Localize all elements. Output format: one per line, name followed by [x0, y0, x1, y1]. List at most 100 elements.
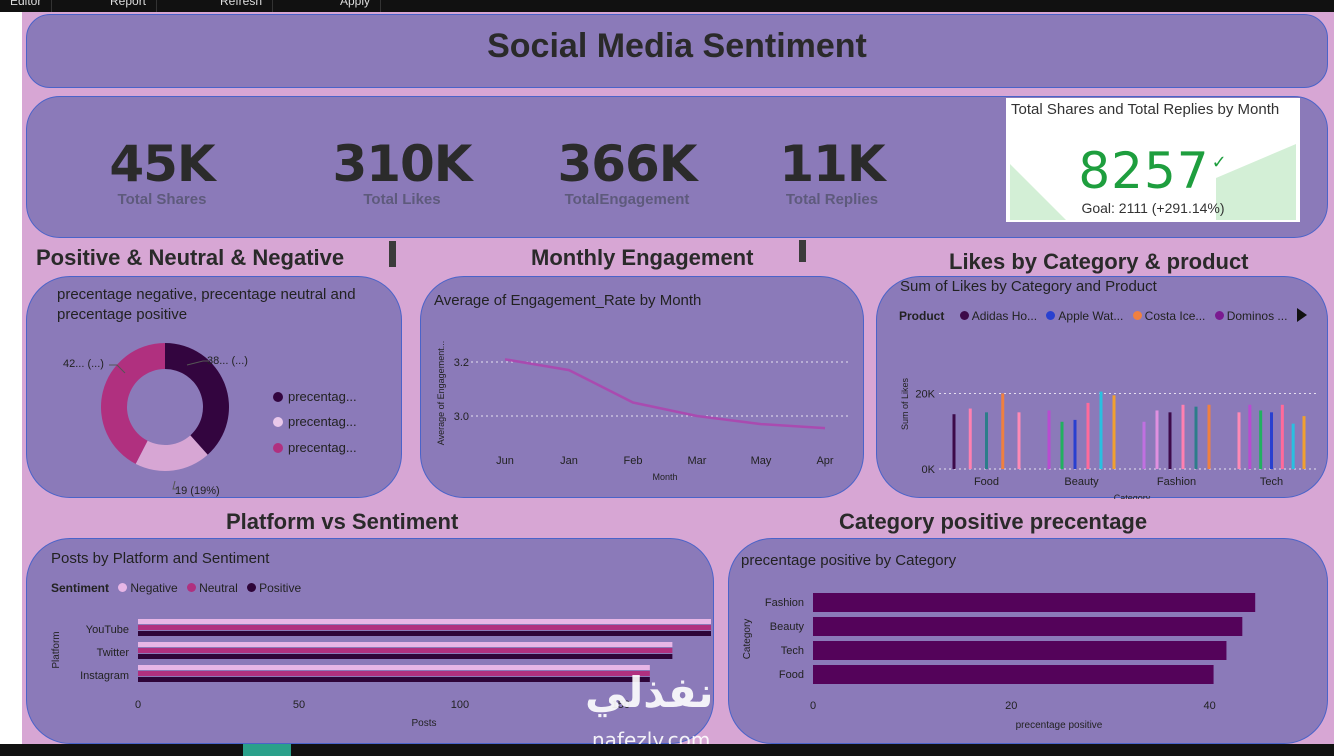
- x-tick-label: Mar: [688, 455, 707, 467]
- likes-bar[interactable]: [1259, 410, 1263, 469]
- x-tick-label: Tech: [1260, 476, 1283, 488]
- x-tick-label: Beauty: [1064, 476, 1099, 488]
- likes-chart-card[interactable]: Sum of Likes by Category and Product Pro…: [876, 276, 1328, 499]
- likes-bar[interactable]: [985, 412, 988, 469]
- goal-kpi-card[interactable]: Total Shares and Total Replies by Month …: [1006, 98, 1300, 222]
- x-axis-title: Month: [652, 472, 677, 482]
- likes-bar[interactable]: [968, 408, 972, 469]
- likes-bar[interactable]: [1270, 412, 1273, 469]
- likes-bar[interactable]: [1017, 412, 1021, 469]
- likes-bar[interactable]: [1248, 404, 1252, 469]
- active-page-tab[interactable]: [243, 744, 291, 756]
- legend-item[interactable]: precentag...: [273, 440, 357, 455]
- y-axis-title: Platform: [51, 631, 62, 668]
- likes-bar[interactable]: [1194, 406, 1198, 469]
- donut-chart-card[interactable]: precentage negative, precentage neutral …: [26, 276, 402, 498]
- top-toolbar: Editor Report Refresh Apply: [0, 0, 1334, 12]
- likes-bar[interactable]: [1280, 404, 1284, 469]
- likes-bar[interactable]: [1168, 412, 1172, 469]
- likes-bar[interactable]: [1073, 419, 1077, 469]
- kpi-total-shares[interactable]: 45K Total Shares: [87, 135, 237, 208]
- donut-slice-1[interactable]: [165, 343, 229, 455]
- section-marker: [389, 241, 396, 267]
- platform-bar[interactable]: [138, 648, 673, 653]
- kpi-total-engagement[interactable]: 366K TotalEngagement: [537, 135, 717, 208]
- watermark-arabic: نفذلي: [585, 668, 714, 717]
- check-icon: ✓: [1211, 152, 1228, 173]
- kpi-total-replies[interactable]: 11K Total Replies: [757, 135, 907, 208]
- category-bar[interactable]: [813, 641, 1227, 660]
- slice-label-1: 38... (...): [207, 355, 248, 367]
- likes-bar[interactable]: [1099, 391, 1103, 469]
- legend-item-apple[interactable]: Apple Wat...: [1040, 309, 1123, 323]
- goal-card-goal: Goal: 2111 (+291.14%): [1081, 200, 1225, 216]
- x-tick-label: 40: [1203, 700, 1215, 712]
- goal-card-title: Total Shares and Total Replies by Month: [1011, 101, 1280, 118]
- platform-bar[interactable]: [138, 642, 673, 647]
- bottom-bar: [0, 744, 1334, 756]
- y-tick-label: Twitter: [97, 647, 130, 659]
- toolbar-item-report[interactable]: Report: [100, 0, 158, 12]
- category-bar[interactable]: [813, 593, 1256, 612]
- line-chart-card[interactable]: Average of Engagement_Rate by Month 3.0 3…: [420, 276, 864, 498]
- legend-dot: [273, 417, 283, 427]
- page-margin: [0, 12, 22, 744]
- legend-item-positive[interactable]: Positive: [241, 581, 301, 595]
- kpi-total-likes[interactable]: 310K Total Likes: [317, 135, 487, 208]
- donut-slice-2[interactable]: [135, 435, 208, 471]
- likes-bar[interactable]: [1155, 410, 1159, 469]
- legend-next-icon[interactable]: [1295, 307, 1309, 323]
- category-chart-card[interactable]: precentage positive by Category 0 20 40 pre…: [728, 538, 1328, 744]
- platform-bar[interactable]: [138, 677, 650, 682]
- toolbar-item-editor[interactable]: Editor: [0, 0, 53, 12]
- likes-bar[interactable]: [1047, 410, 1051, 469]
- likes-bar[interactable]: [1291, 423, 1295, 469]
- legend-item-negative[interactable]: Negative: [118, 581, 178, 595]
- likes-bar[interactable]: [1207, 404, 1211, 469]
- platform-bar[interactable]: [138, 625, 711, 630]
- platform-bar[interactable]: [138, 631, 711, 636]
- legend-item[interactable]: precentag...: [273, 389, 357, 404]
- legend-dot: [273, 392, 283, 402]
- y-tick-label: Fashion: [765, 597, 804, 609]
- legend-item[interactable]: precentag...: [273, 414, 357, 429]
- leader-line: [109, 364, 126, 374]
- chart-title: precentage negative, precentage neutral …: [57, 286, 356, 323]
- likes-bar[interactable]: [1181, 404, 1185, 469]
- legend-dot: [273, 443, 283, 453]
- chart-title: Average of Engagement_Rate by Month: [434, 292, 702, 309]
- likes-bar[interactable]: [1086, 402, 1090, 469]
- platform-bar[interactable]: [138, 654, 673, 659]
- legend-item-neutral[interactable]: Neutral: [181, 581, 238, 595]
- donut-slice-3[interactable]: [101, 343, 165, 464]
- x-tick-label: Food: [974, 476, 999, 488]
- likes-bar[interactable]: [1001, 393, 1005, 469]
- category-bar[interactable]: [813, 665, 1214, 684]
- legend-item-adidas[interactable]: Adidas Ho...: [954, 309, 1037, 323]
- platform-chart-card[interactable]: Posts by Platform and Sentiment Sentimen…: [26, 538, 714, 744]
- platform-bar-chart: 0 50 100 150 Posts Platform YouTube Twitter Inst…: [51, 619, 711, 729]
- toolbar-item-apply[interactable]: Apply: [330, 0, 382, 12]
- category-bar[interactable]: [813, 617, 1243, 636]
- likes-bar[interactable]: [1112, 395, 1116, 469]
- legend-item-costa[interactable]: Costa Ice...: [1127, 309, 1205, 323]
- likes-bar[interactable]: [952, 414, 956, 469]
- toolbar-item-refresh[interactable]: Refresh: [210, 0, 274, 12]
- likes-bar[interactable]: [1237, 412, 1241, 469]
- section-title-category: Category positive precentage: [839, 509, 1148, 534]
- platform-bar[interactable]: [138, 671, 650, 676]
- platform-bar[interactable]: [138, 665, 650, 670]
- y-tick-label: YouTube: [86, 624, 129, 636]
- y-axis-title: Sum of Likes: [900, 377, 910, 430]
- likes-bar[interactable]: [1302, 416, 1306, 469]
- platform-bar[interactable]: [138, 619, 711, 624]
- y-tick-label: 20K: [915, 388, 935, 400]
- line-series[interactable]: [504, 358, 826, 430]
- sentiment-legend: Sentiment Negative Neutral Positive: [51, 581, 302, 595]
- likes-bar[interactable]: [1060, 421, 1064, 469]
- likes-bar[interactable]: [1142, 421, 1146, 469]
- kpi-value: 45K: [109, 135, 215, 193]
- goal-trend-area: [1010, 144, 1296, 220]
- legend-item-dominos[interactable]: Dominos ...: [1209, 309, 1287, 323]
- y-tick-label: 3.0: [454, 411, 469, 423]
